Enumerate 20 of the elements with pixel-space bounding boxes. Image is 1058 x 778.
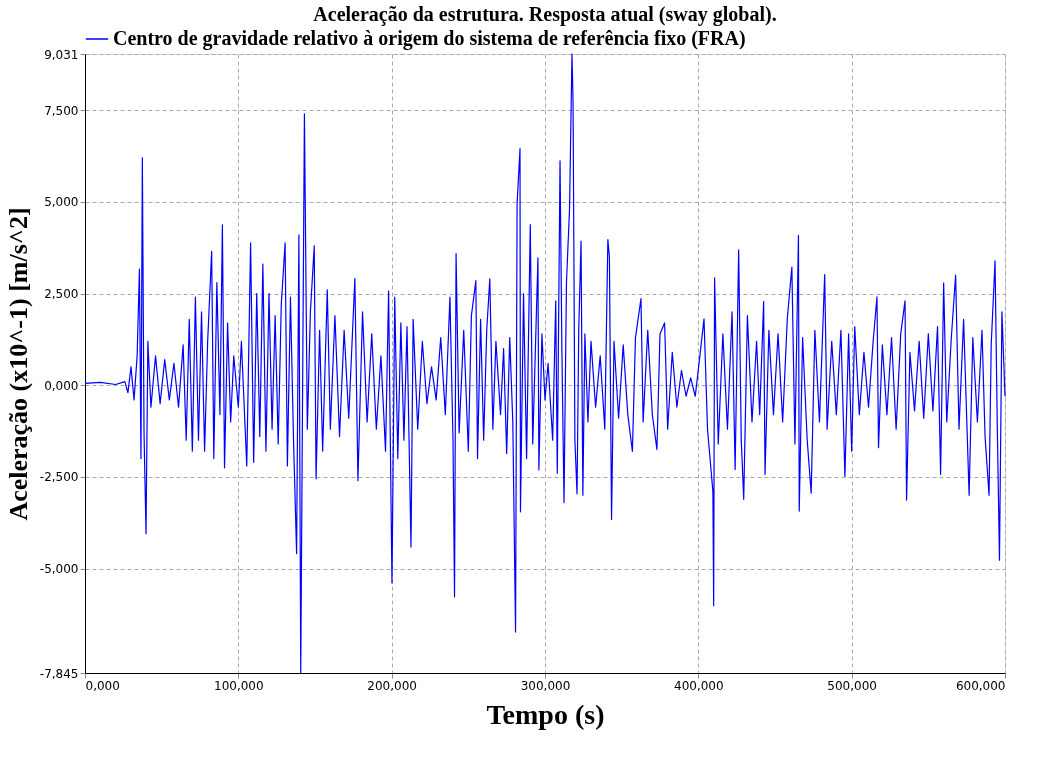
y-tick-label: -5,000 [39,562,79,577]
y-tick-label: -2,500 [39,470,79,485]
y-axis-title: Aceleração (x10^-1) [m/s^2] [3,207,33,521]
line-series [84,53,1006,674]
x-tick-label: 600,000 [955,678,1006,693]
y-tick-label: 9,031 [44,47,79,62]
y-tick-label: -7,845 [39,666,79,681]
x-tick-label: 400,000 [674,678,724,693]
y-tick-label: 5,000 [44,195,79,210]
y-tick-label: 0,000 [44,378,79,393]
y-tick-label: 7,500 [44,103,79,118]
x-axis-title: Tempo (s) [486,698,605,730]
x-tick-label: 300,000 [520,678,571,693]
x-tick-label: 200,000 [367,678,417,693]
x-tick-label: 500,000 [827,678,877,693]
chart-title: Aceleração da estrutura. Resposta atual (sway global). [313,3,777,26]
legend-label: Centro de gravidade relativo à origem do sistema de referência fixo (FRA) [113,27,746,50]
y-tick-label: 2,500 [44,287,79,302]
x-tick-label: 0,000 [85,678,120,693]
x-tick-label: 100,000 [214,678,264,693]
